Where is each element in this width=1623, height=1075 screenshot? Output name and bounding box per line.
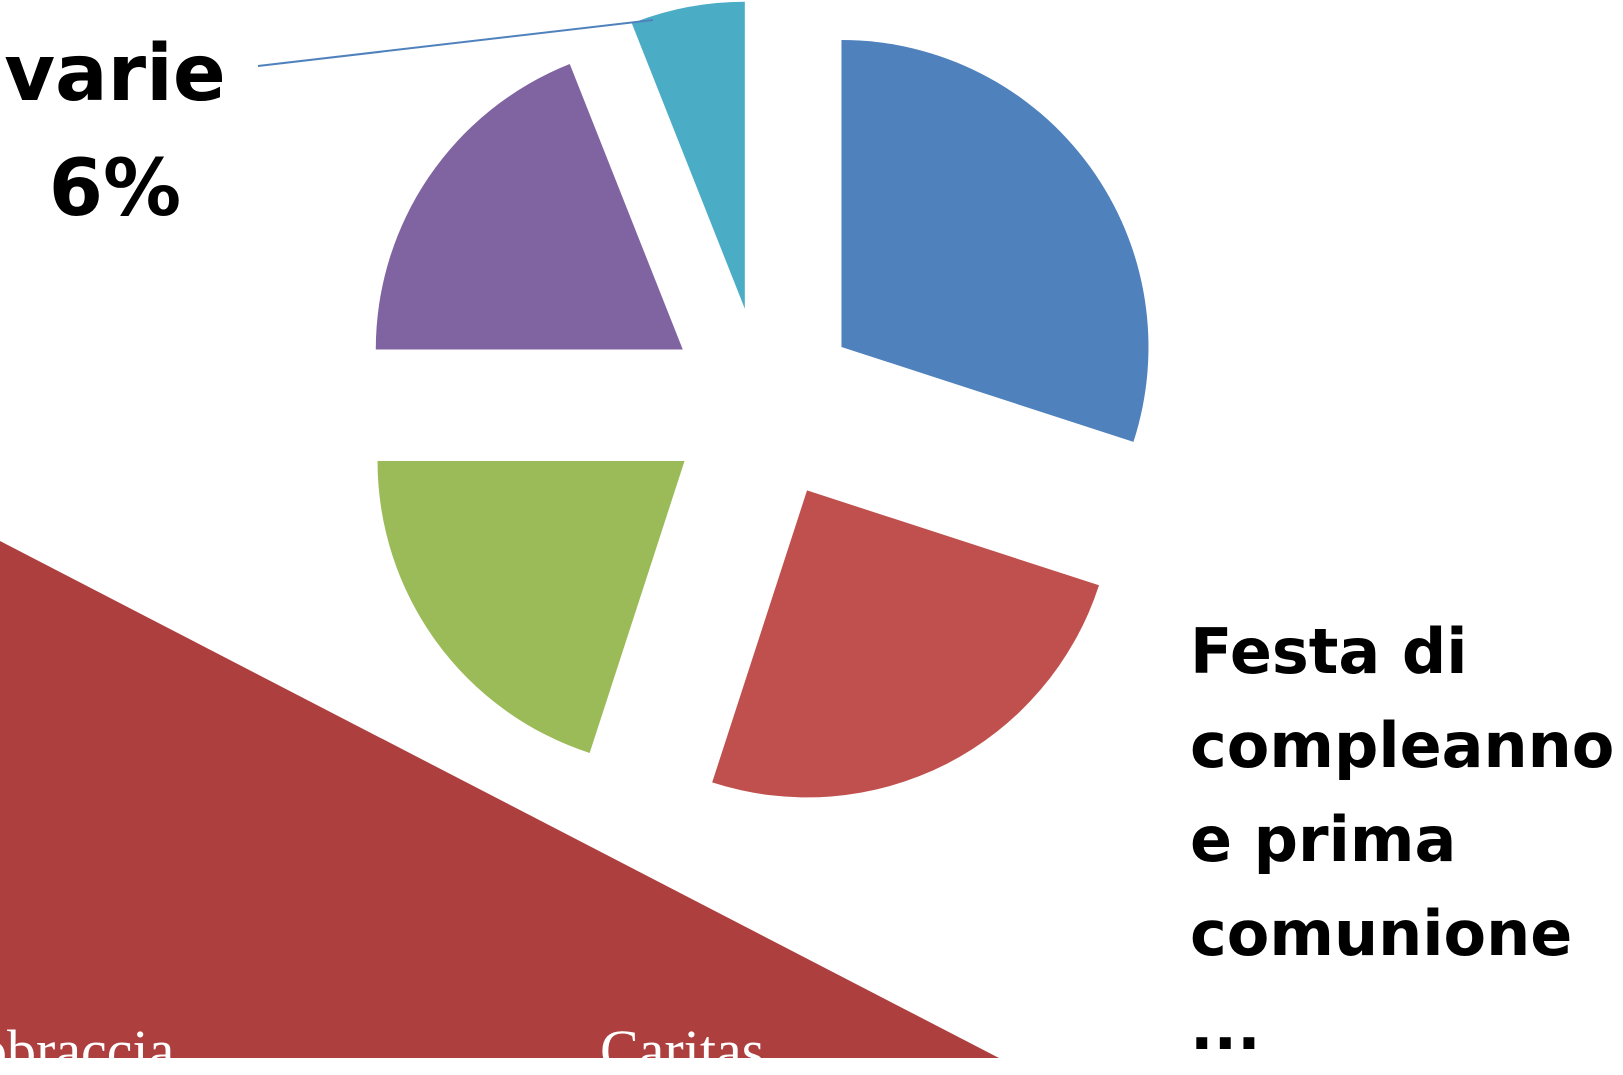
pie-slice [631,1,745,309]
leader-line [257,19,654,67]
value-label: 6% [49,144,181,234]
pie-slice [841,39,1149,442]
pie-slice [712,490,1100,798]
logo-text: bbraccia [0,1018,174,1058]
category-label: varie [4,29,226,119]
background-shape [0,541,999,1058]
logo-text: Caritas [600,1018,764,1058]
pie-slice [375,64,683,350]
pie [375,1,1149,798]
category-label: Festa di compleanno e prima comunione ..… [1190,615,1615,1064]
pie-slice [377,461,685,753]
